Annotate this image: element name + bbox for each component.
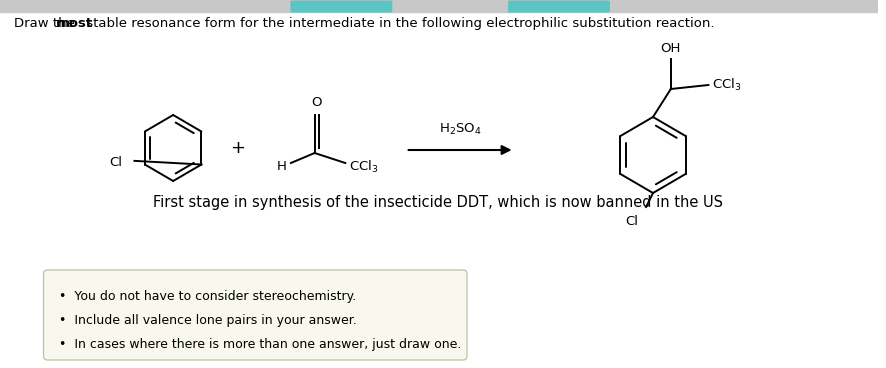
Text: Cl: Cl: [625, 215, 637, 228]
Text: CCl$_3$: CCl$_3$: [349, 159, 378, 175]
Text: H$_2$SO$_4$: H$_2$SO$_4$: [439, 122, 481, 137]
Text: stable resonance form for the intermediate in the following electrophilic substi: stable resonance form for the intermedia…: [82, 17, 714, 30]
Text: H: H: [276, 160, 286, 173]
Text: most: most: [55, 17, 92, 30]
Text: Draw the: Draw the: [14, 17, 79, 30]
Text: •  Include all valence lone pairs in your answer.: • Include all valence lone pairs in your…: [59, 314, 357, 327]
Text: CCl$_3$: CCl$_3$: [711, 77, 741, 93]
FancyBboxPatch shape: [508, 0, 610, 13]
Text: •  You do not have to consider stereochemistry.: • You do not have to consider stereochem…: [59, 290, 356, 303]
FancyBboxPatch shape: [290, 0, 392, 13]
Text: •  In cases where there is more than one answer, just draw one.: • In cases where there is more than one …: [59, 338, 462, 351]
Text: O: O: [311, 96, 322, 109]
Bar: [0, 0, 876, 12]
Text: OH: OH: [660, 42, 680, 55]
Text: First stage in synthesis of the insecticide DDT, which is now banned in the US: First stage in synthesis of the insectic…: [153, 195, 722, 210]
FancyBboxPatch shape: [43, 270, 466, 360]
Text: Cl: Cl: [109, 156, 122, 169]
Text: +: +: [229, 139, 245, 157]
